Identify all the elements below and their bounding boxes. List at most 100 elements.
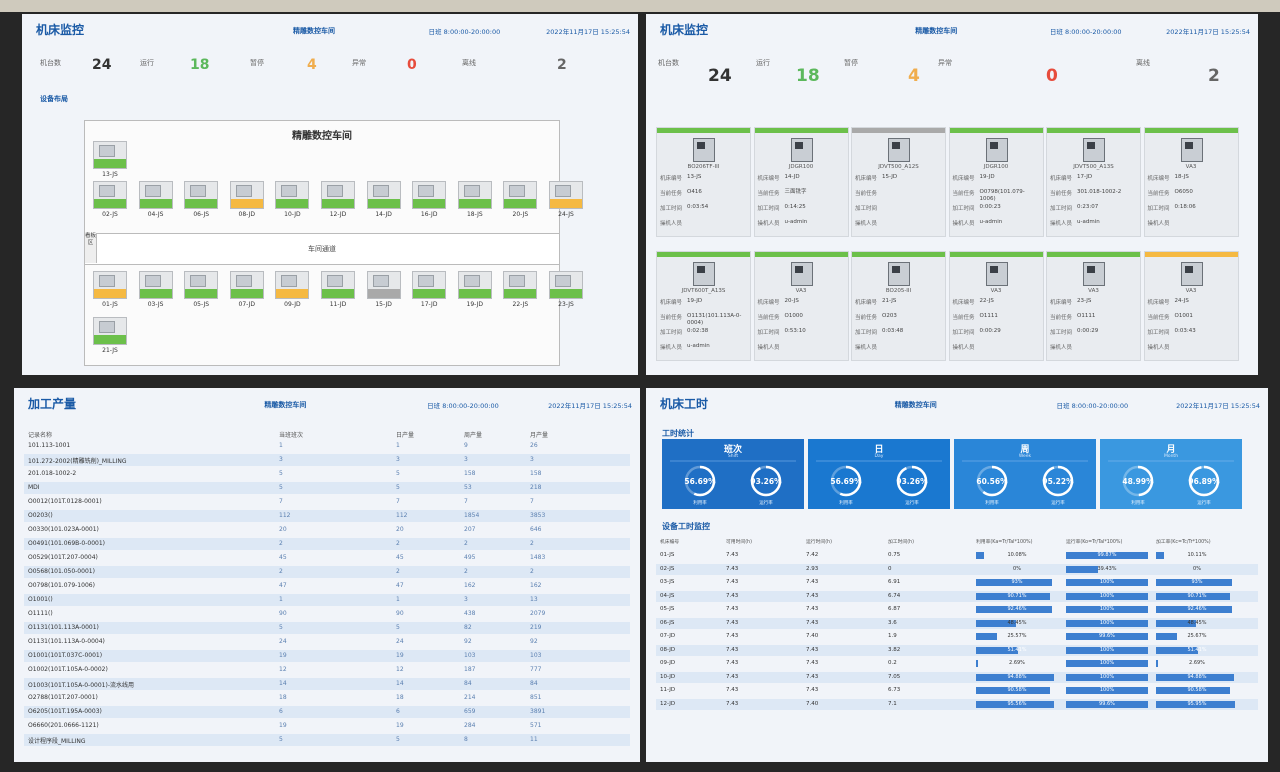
- field-value: O6050: [1174, 189, 1193, 195]
- field-label: 操机人员: [855, 345, 878, 351]
- table-cell: 24: [396, 638, 404, 645]
- percent-bar: [1066, 552, 1148, 559]
- table-cell: 3: [464, 596, 468, 603]
- table-cell: 05-JS: [660, 606, 675, 612]
- table-cell: 2.93: [806, 565, 819, 572]
- machine-window: [509, 275, 526, 287]
- table-cell: 7.43: [726, 646, 739, 653]
- machine-status: [413, 289, 446, 298]
- percent-bar: [1066, 687, 1148, 694]
- percent-label: 51.41%: [1007, 646, 1027, 653]
- machine: [138, 271, 173, 299]
- table-cell: 5: [279, 484, 283, 491]
- table-cell: 571: [530, 722, 542, 729]
- field-label: 加工时间: [1050, 206, 1073, 212]
- machine-image-screen: [989, 266, 998, 273]
- machine: [275, 181, 310, 209]
- table-cell: 7.43: [726, 606, 739, 612]
- percent-label: 94.88%: [1007, 673, 1027, 680]
- status-bar: [852, 252, 945, 257]
- field-value: 0:23:07: [1077, 204, 1099, 210]
- table-cell: 1: [396, 442, 400, 449]
- table-row: [24, 538, 630, 550]
- table-cell: 47: [279, 582, 287, 589]
- percent-bar: [1066, 660, 1148, 667]
- percent-label: 92.46%: [1007, 606, 1027, 612]
- field-value: 19-JD: [979, 174, 995, 180]
- field-label: 操机人员: [660, 221, 683, 227]
- table-header: 日产量: [396, 432, 415, 439]
- table-cell: 11: [530, 736, 538, 743]
- percent-bar: [1156, 579, 1233, 586]
- table-cell: 7.43: [806, 673, 819, 680]
- table-cell: 2: [396, 568, 400, 575]
- machine-image-screen: [794, 142, 803, 149]
- field-label: 操机人员: [1147, 221, 1170, 227]
- table-header: 加工时间(h): [888, 540, 914, 545]
- machine-window: [463, 275, 480, 287]
- percent-bar: [976, 633, 997, 640]
- field-label: 操机人员: [757, 221, 780, 227]
- field-label: 加工时间: [757, 330, 780, 336]
- machine-id: 11-JD: [329, 301, 347, 308]
- machine-model: JDVT500_A13S: [1073, 164, 1114, 170]
- machine-id: 07-JD: [238, 301, 256, 308]
- machine-id: 02-JS: [102, 211, 118, 218]
- table-cell: 162: [530, 582, 542, 589]
- status-bar: [754, 252, 848, 257]
- gauge-label: 95.22%: [1042, 477, 1074, 486]
- field-label: 加工时间: [660, 206, 683, 212]
- panel-title: 机床监控: [660, 23, 709, 37]
- percent-bar: [1156, 633, 1178, 640]
- machine-window: [555, 275, 571, 287]
- gauge-card-title: 月: [1166, 445, 1176, 455]
- field-value: u-admin: [1077, 219, 1100, 225]
- machine-status: [94, 159, 126, 168]
- stat-label: 离线: [462, 59, 476, 67]
- table-cell: 06-JS: [660, 619, 675, 626]
- machine-image-screen: [989, 142, 998, 149]
- table-cell: 6.91: [888, 579, 901, 585]
- percent-bar: [1156, 619, 1196, 627]
- clock: 2022年11月17日 15:25:54: [1176, 402, 1260, 410]
- percent-bar: [1156, 592, 1231, 600]
- percent-bar: [1156, 700, 1235, 708]
- machine-window: [99, 185, 115, 197]
- table-cell: 5: [396, 624, 400, 631]
- machine-window: [463, 185, 480, 197]
- percent-label: 10.11%: [1187, 552, 1207, 558]
- machine-model: VA3: [1185, 288, 1197, 294]
- table-row: [656, 617, 1258, 629]
- table-cell: 495: [464, 554, 476, 561]
- table-row: [656, 563, 1258, 575]
- shift-time: 日班 8:00:00-20:00:00: [428, 28, 501, 36]
- table-cell: MDI: [28, 484, 40, 491]
- table-cell: 7.43: [726, 700, 739, 707]
- field-value: 18-JS: [1174, 174, 1189, 180]
- table-cell: 45: [396, 554, 404, 561]
- machine-status: [276, 199, 309, 208]
- table-cell: 45: [279, 554, 287, 561]
- output-panel: 加工产量 精雕数控车间 日班 8:00:00-20:00:00 2022年11月17日…: [14, 388, 640, 762]
- machine-status: [230, 199, 263, 208]
- percent-label: 48.45%: [1007, 619, 1027, 626]
- table-row: [24, 734, 630, 746]
- percent-label: 95.95%: [1187, 700, 1207, 707]
- machine-id: 03-JS: [147, 301, 164, 308]
- table-header: 运行率(Ko=Tr/Tal*100%): [1066, 540, 1123, 545]
- table-cell: 7: [396, 498, 400, 505]
- table-cell: 7.43: [726, 619, 739, 626]
- field-label: 当前任务: [952, 191, 975, 197]
- table-cell: O0568(101.050-0001): [28, 568, 95, 575]
- machine-id: 20-JS: [512, 211, 529, 218]
- gauge-label: 56.69%: [684, 477, 716, 486]
- percent-label: 0%: [1193, 565, 1201, 572]
- table-cell: 2: [279, 568, 283, 575]
- field-value: 13-JS: [687, 174, 702, 180]
- percent-label: 90.58%: [1187, 687, 1207, 693]
- machine-image-screen: [892, 142, 900, 149]
- machine-model: BO205-III: [885, 288, 912, 294]
- machine-status: [322, 289, 354, 298]
- stat-value: 18: [796, 66, 820, 86]
- machine-status: [458, 289, 491, 298]
